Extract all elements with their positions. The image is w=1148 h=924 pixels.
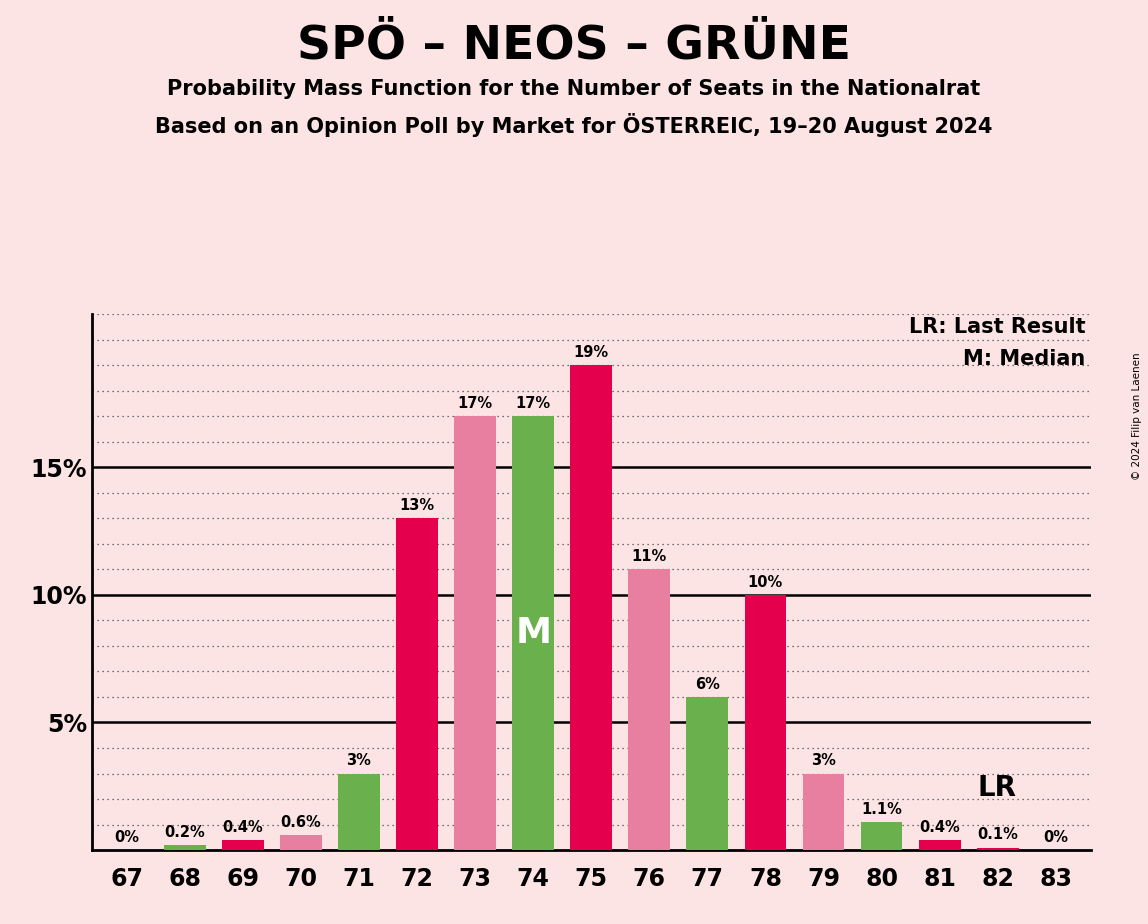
Text: 3%: 3% (347, 753, 372, 769)
Bar (512, 416, 554, 850)
Text: M: Median: M: Median (963, 349, 1086, 369)
Text: 17%: 17% (515, 396, 551, 411)
Text: 3%: 3% (810, 753, 836, 769)
Text: 1.1%: 1.1% (861, 802, 902, 817)
Text: 0%: 0% (114, 830, 139, 845)
Text: 0.1%: 0.1% (977, 827, 1018, 843)
Bar (687, 697, 728, 850)
Bar (628, 569, 670, 850)
Text: 6%: 6% (695, 677, 720, 692)
Text: 0.6%: 0.6% (280, 815, 321, 830)
Bar (977, 847, 1018, 850)
Bar (164, 845, 205, 850)
Text: 13%: 13% (400, 498, 435, 513)
Text: Probability Mass Function for the Number of Seats in the Nationalrat: Probability Mass Function for the Number… (168, 79, 980, 99)
Text: 0.4%: 0.4% (223, 820, 263, 834)
Text: 0%: 0% (1044, 830, 1069, 845)
Bar (745, 595, 786, 850)
Bar (222, 840, 264, 850)
Text: M: M (515, 616, 551, 650)
Bar (571, 365, 612, 850)
Bar (280, 834, 321, 850)
Text: 0.4%: 0.4% (920, 820, 960, 834)
Text: 17%: 17% (458, 396, 492, 411)
Bar (918, 840, 961, 850)
Text: 10%: 10% (747, 575, 783, 590)
Text: 0.2%: 0.2% (164, 825, 205, 840)
Text: 11%: 11% (631, 549, 667, 565)
Text: SPÖ – NEOS – GRÜNE: SPÖ – NEOS – GRÜNE (297, 23, 851, 68)
Text: Based on an Opinion Poll by Market for ÖSTERREIC, 19–20 August 2024: Based on an Opinion Poll by Market for Ö… (155, 113, 993, 137)
Bar (861, 822, 902, 850)
Bar (396, 518, 437, 850)
Text: © 2024 Filip van Laenen: © 2024 Filip van Laenen (1132, 352, 1142, 480)
Bar (338, 773, 380, 850)
Bar (455, 416, 496, 850)
Text: LR: Last Result: LR: Last Result (909, 317, 1086, 337)
Text: LR: LR (977, 773, 1016, 802)
Bar (802, 773, 845, 850)
Text: 19%: 19% (574, 345, 608, 360)
